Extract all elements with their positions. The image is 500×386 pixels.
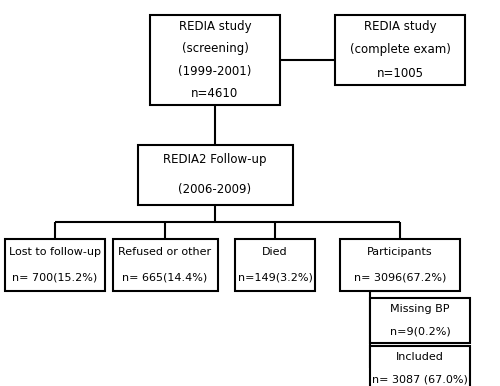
Text: (1999-2001): (1999-2001): [178, 65, 252, 78]
FancyBboxPatch shape: [335, 15, 465, 85]
Text: n=4610: n=4610: [192, 87, 238, 100]
Text: n= 700(15.2%): n= 700(15.2%): [12, 273, 98, 283]
Text: (screening): (screening): [182, 42, 248, 55]
FancyBboxPatch shape: [370, 345, 470, 386]
FancyBboxPatch shape: [340, 239, 460, 291]
Text: Lost to follow-up: Lost to follow-up: [9, 247, 101, 257]
Text: n=1005: n=1005: [376, 67, 424, 80]
FancyBboxPatch shape: [112, 239, 218, 291]
Text: Died: Died: [262, 247, 288, 257]
Text: (complete exam): (complete exam): [350, 44, 450, 56]
Text: Refused or other: Refused or other: [118, 247, 212, 257]
Text: Participants: Participants: [367, 247, 433, 257]
FancyBboxPatch shape: [370, 298, 470, 342]
Text: n=149(3.2%): n=149(3.2%): [238, 273, 312, 283]
Text: REDIA study: REDIA study: [364, 20, 436, 33]
Text: Missing BP: Missing BP: [390, 304, 450, 314]
Text: (2006-2009): (2006-2009): [178, 183, 252, 196]
Text: n=9(0.2%): n=9(0.2%): [390, 326, 450, 336]
FancyBboxPatch shape: [150, 15, 280, 105]
Text: n= 3096(67.2%): n= 3096(67.2%): [354, 273, 446, 283]
Text: n= 3087 (67.0%): n= 3087 (67.0%): [372, 374, 468, 384]
Text: REDIA study: REDIA study: [178, 20, 252, 33]
Text: Included: Included: [396, 352, 444, 362]
FancyBboxPatch shape: [235, 239, 315, 291]
Text: REDIA2 Follow-up: REDIA2 Follow-up: [163, 154, 267, 166]
Text: n= 665(14.4%): n= 665(14.4%): [122, 273, 208, 283]
FancyBboxPatch shape: [5, 239, 105, 291]
FancyBboxPatch shape: [138, 145, 292, 205]
